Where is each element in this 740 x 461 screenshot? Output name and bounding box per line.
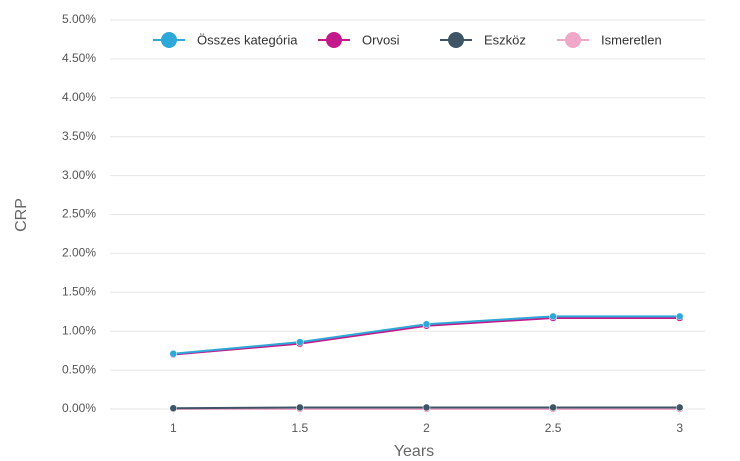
legend-marker <box>448 32 464 48</box>
legend-marker <box>565 32 581 48</box>
data-point <box>549 403 557 412</box>
legend-label: Eszköz <box>484 32 526 47</box>
x-axis-title: Years <box>394 443 434 460</box>
y-tick-label: 5.00% <box>62 12 96 26</box>
legend-label: Ismeretlen <box>601 32 662 47</box>
data-point <box>296 338 304 346</box>
data-point <box>675 403 684 412</box>
y-tick-label: 1.50% <box>62 284 96 298</box>
legend-label: Összes kategória <box>197 32 298 47</box>
x-tick-label: 1.5 <box>292 421 309 435</box>
x-tick-label: 2 <box>423 421 430 435</box>
y-tick-label: 4.50% <box>62 51 96 65</box>
legend-marker <box>161 32 177 48</box>
x-tick-label: 1 <box>170 421 177 435</box>
data-point <box>422 320 431 328</box>
y-tick-label: 0.00% <box>62 401 96 415</box>
data-point <box>549 312 557 321</box>
y-tick-label: 2.00% <box>62 246 96 260</box>
legend-marker <box>326 32 342 48</box>
data-point <box>169 350 178 358</box>
x-tick-label: 3 <box>676 421 683 435</box>
x-tick-label: 2.5 <box>545 421 562 435</box>
data-point <box>422 403 431 412</box>
y-tick-label: 1.00% <box>62 323 96 337</box>
data-point <box>296 403 304 412</box>
y-axis-title: CRP <box>13 198 30 232</box>
y-tick-label: 3.00% <box>62 168 96 182</box>
y-tick-label: 0.50% <box>62 362 96 376</box>
data-point <box>675 312 684 321</box>
y-tick-label: 4.00% <box>62 90 96 104</box>
y-tick-label: 3.50% <box>62 129 96 143</box>
data-point <box>169 404 178 412</box>
legend-label: Orvosi <box>362 32 400 47</box>
y-tick-label: 2.50% <box>62 207 96 221</box>
